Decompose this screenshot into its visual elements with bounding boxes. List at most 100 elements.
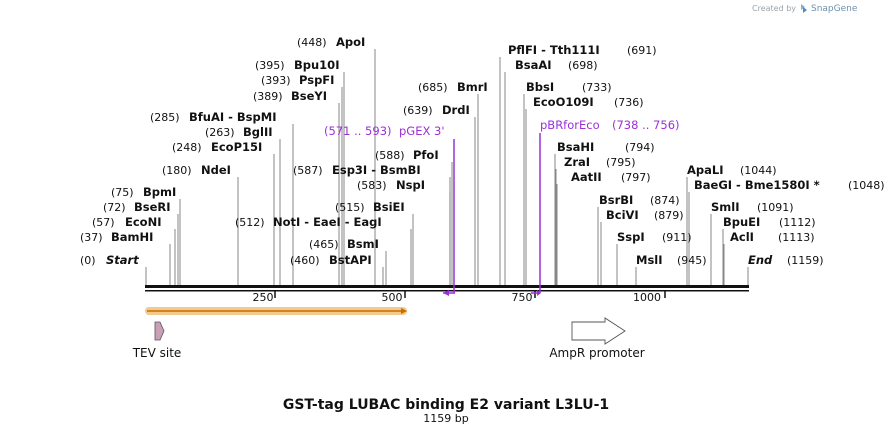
site-name: ApaLI xyxy=(687,163,724,177)
site-position: (685) xyxy=(418,81,448,94)
site-name: BglII xyxy=(243,125,273,139)
feature-label: AmpR promoter xyxy=(549,346,644,360)
site-position: (639) xyxy=(403,104,433,117)
site-name: AatII xyxy=(571,170,602,184)
map-title: GST-tag LUBAC binding E2 variant L3LU-1 xyxy=(283,397,609,413)
restriction-site[interactable]: (583) NspI xyxy=(357,178,425,192)
site-position: (395) xyxy=(255,59,285,72)
restriction-site[interactable]: (587) Esp3I - BsmBI xyxy=(293,163,421,177)
restriction-site[interactable]: (57) EcoNI xyxy=(92,215,161,229)
site-position: (263) xyxy=(205,126,235,139)
site-position: (698) xyxy=(568,59,598,72)
site-name: BsaHI xyxy=(557,140,594,154)
site-name: BsmI xyxy=(347,237,379,251)
site-position: (448) xyxy=(297,36,327,49)
site-position: (879) xyxy=(654,209,684,222)
restriction-site[interactable]: (1048) BaeGI - Bme1580I * xyxy=(694,178,885,192)
site-position: (911) xyxy=(662,231,692,244)
site-name: BamHI xyxy=(111,230,153,244)
restriction-site[interactable]: (1159) End xyxy=(748,253,824,267)
restriction-site[interactable]: (285) BfuAI - BspMI xyxy=(150,110,276,124)
restriction-site-labels: (0) Start (37) BamHI(57) EcoNI(72) BseRI(75) B… xyxy=(80,35,885,267)
site-name: EcoP15I xyxy=(211,140,262,154)
backbone-bottom-strand xyxy=(145,290,749,292)
restriction-site[interactable]: (1113) AclI xyxy=(730,230,815,244)
site-name: SspI xyxy=(617,230,645,244)
site-name: BpmI xyxy=(143,185,176,199)
primer-range: (571 .. 593) xyxy=(324,124,392,138)
primer-pbrforeco[interactable] xyxy=(531,133,541,296)
restriction-site[interactable]: (263) BglII xyxy=(205,125,273,139)
tev-site-feature[interactable] xyxy=(154,321,165,341)
site-name: EcoO109I xyxy=(533,95,594,109)
site-position: (1113) xyxy=(778,231,815,244)
restriction-site[interactable]: (879) BciVI xyxy=(606,208,684,222)
restriction-site[interactable]: (448) ApoI xyxy=(297,35,365,49)
restriction-site[interactable]: (75) BpmI xyxy=(111,185,176,199)
site-position: (460) xyxy=(290,254,320,267)
site-position: (1044) xyxy=(740,164,777,177)
site-position: (72) xyxy=(103,201,126,214)
site-name: AclI xyxy=(730,230,754,244)
restriction-site[interactable]: (795) ZraI xyxy=(564,155,636,169)
restriction-site[interactable]: (0) Start xyxy=(80,253,139,267)
tick-label: 750 xyxy=(512,291,533,304)
restriction-site[interactable]: (911) SspI xyxy=(617,230,692,244)
site-name: BseYI xyxy=(291,89,327,103)
site-position: (389) xyxy=(253,90,283,103)
site-position: (248) xyxy=(172,141,202,154)
restriction-site[interactable]: (460) BstAPI xyxy=(290,253,372,267)
restriction-site[interactable]: (465) BsmI xyxy=(309,237,379,251)
site-name: MslI xyxy=(636,253,663,267)
brand-name[interactable]: SnapGene xyxy=(811,4,858,14)
restriction-site[interactable]: (685) BmrI xyxy=(418,80,488,94)
restriction-site[interactable]: (588) PfoI xyxy=(375,148,439,162)
site-name: End xyxy=(748,253,773,267)
restriction-site[interactable]: (393) PspFI xyxy=(261,73,334,87)
restriction-site[interactable]: (945) MslI xyxy=(636,253,707,267)
site-position: (57) xyxy=(92,216,115,229)
restriction-site[interactable]: (698) BsaAI xyxy=(515,58,598,72)
restriction-site[interactable]: (1091) SmlI xyxy=(711,200,794,214)
restriction-site[interactable]: (797) AatII xyxy=(571,170,651,184)
ampr-promoter-feature[interactable] xyxy=(571,317,626,345)
restriction-site[interactable]: (37) BamHI xyxy=(80,230,153,244)
tick-label: 500 xyxy=(382,291,403,304)
site-name: BciVI xyxy=(606,208,639,222)
restriction-site[interactable]: (874) BsrBI xyxy=(599,193,680,207)
restriction-site[interactable]: (1044) ApaLI xyxy=(687,163,777,177)
orf-arrow[interactable] xyxy=(145,307,407,315)
restriction-site[interactable]: (691) PflFI - Tth111I xyxy=(508,43,657,57)
scale-ticks: 250 500 750 1000 xyxy=(253,291,666,304)
restriction-site[interactable]: (639) DrdI xyxy=(403,103,470,117)
primer-pgex3[interactable] xyxy=(443,139,455,296)
restriction-site[interactable]: (72) BseRI xyxy=(103,200,171,214)
restriction-site[interactable]: (512) NotI - EaeI - EagI xyxy=(235,215,382,229)
site-name: BsrBI xyxy=(599,193,633,207)
restriction-site[interactable]: (794) BsaHI xyxy=(557,140,655,154)
site-position: (75) xyxy=(111,186,134,199)
site-position: (945) xyxy=(677,254,707,267)
restriction-site[interactable]: (395) Bpu10I xyxy=(255,58,339,72)
primer-range: (738 .. 756) xyxy=(612,118,680,132)
site-name: SmlI xyxy=(711,200,740,214)
tick-label: 1000 xyxy=(633,291,661,304)
restriction-site[interactable]: (389) BseYI xyxy=(253,89,327,103)
brand-prefix: Created by xyxy=(752,4,796,13)
site-position: (393) xyxy=(261,74,291,87)
restriction-site[interactable]: (1112) BpuEI xyxy=(723,215,816,229)
site-name: NotI - EaeI - EagI xyxy=(273,215,382,229)
primer-label: pBRforEco xyxy=(540,118,600,132)
backbone-top-strand xyxy=(145,285,749,288)
restriction-site[interactable]: (733) BbsI xyxy=(526,80,612,94)
restriction-site[interactable]: (248) EcoP15I xyxy=(172,140,262,154)
site-name: BsiEI xyxy=(373,200,405,214)
restriction-site[interactable]: (180) NdeI xyxy=(162,163,231,177)
site-name: PflFI - Tth111I xyxy=(508,43,600,57)
restriction-site[interactable]: (515) BsiEI xyxy=(335,200,405,214)
site-name: BfuAI - BspMI xyxy=(189,110,276,124)
site-name: NdeI xyxy=(201,163,231,177)
site-position: (874) xyxy=(650,194,680,207)
restriction-site[interactable]: (736) EcoO109I xyxy=(533,95,644,109)
